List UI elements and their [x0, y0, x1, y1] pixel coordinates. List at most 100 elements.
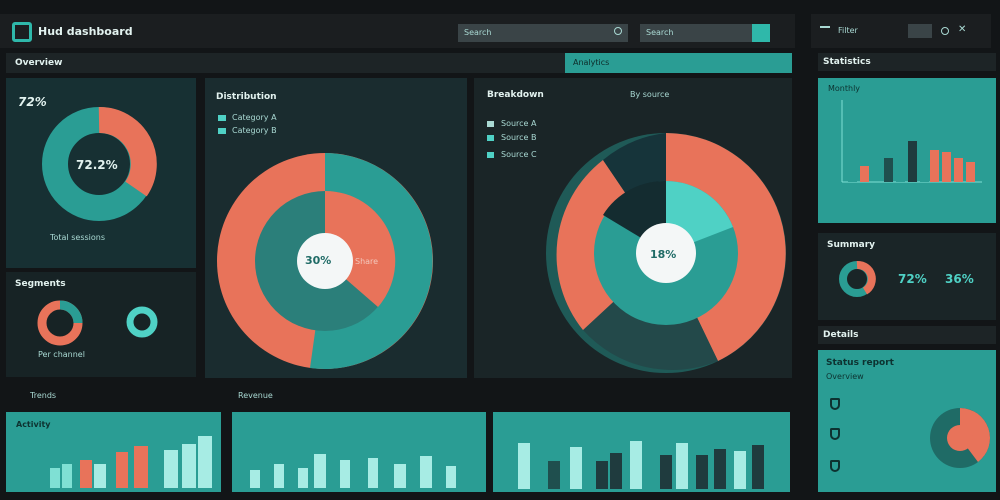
shield-icon — [830, 460, 840, 472]
shield-icon — [830, 428, 840, 440]
bottom-chart-three — [518, 441, 764, 489]
details-header-text: Status report — [826, 358, 894, 368]
distribution-title: Distribution — [216, 92, 277, 102]
small-donut-two — [126, 306, 158, 338]
breakdown-center: 18% — [650, 248, 677, 261]
bar — [62, 464, 72, 488]
bar — [752, 445, 764, 489]
search-input-one[interactable]: Search — [458, 24, 628, 42]
tab-analytics[interactable]: Analytics — [565, 53, 792, 73]
bar — [420, 456, 432, 488]
bar — [660, 455, 672, 489]
bar — [340, 460, 350, 488]
bar — [134, 446, 148, 488]
small-donut-one — [37, 300, 83, 346]
bar — [164, 450, 178, 488]
legend-item: Source B — [501, 133, 537, 142]
breakdown-subtitle: By source — [630, 90, 670, 99]
legend-item: Category A — [232, 113, 277, 122]
bar — [116, 452, 128, 488]
search-icon[interactable] — [614, 27, 622, 35]
bar — [920, 148, 929, 182]
bar — [848, 168, 857, 182]
small-donuts-caption: Per channel — [38, 350, 85, 359]
bar — [50, 468, 60, 488]
shield-icon — [830, 398, 840, 410]
details-sub: Overview — [826, 372, 864, 381]
bar — [696, 455, 708, 489]
bar — [394, 464, 406, 488]
stats-panel — [818, 78, 996, 223]
stats-title: Statistics — [823, 57, 871, 67]
bar — [676, 443, 688, 489]
bottom-label: Trends — [30, 391, 57, 400]
logo-icon — [12, 22, 32, 42]
overview-center: 72.2% — [76, 158, 118, 172]
legend-swatch — [487, 121, 494, 127]
bottom-card-two-label: Revenue — [238, 391, 273, 400]
legend-swatch — [487, 135, 494, 141]
settings-icon[interactable] — [752, 24, 770, 42]
summary-panel — [818, 233, 996, 320]
distribution-pie — [217, 153, 433, 369]
bar — [80, 460, 92, 488]
breakdown-title: Breakdown — [487, 90, 544, 100]
bar — [198, 436, 212, 488]
bar — [630, 441, 642, 489]
bottom-card-one-title: Activity — [16, 420, 51, 429]
stats-header — [818, 53, 996, 71]
settings-icon[interactable] — [941, 27, 949, 35]
bar — [368, 458, 378, 488]
filter-input[interactable] — [908, 24, 932, 38]
legend-swatch — [487, 152, 494, 158]
details-header — [818, 326, 996, 344]
legend-item: Source C — [501, 150, 537, 159]
bar — [94, 464, 106, 488]
distribution-center: 30% — [305, 254, 332, 267]
bar — [518, 443, 530, 489]
app-title: Hud dashboard — [38, 25, 133, 38]
bottom-chart-one — [50, 436, 212, 488]
section-title: Overview — [15, 58, 63, 68]
bar — [954, 158, 963, 182]
bar — [570, 447, 582, 489]
bar — [596, 461, 608, 489]
bar — [908, 141, 917, 182]
bottom-chart-two — [250, 454, 456, 488]
close-icon[interactable]: ✕ — [958, 24, 967, 35]
bar — [734, 451, 746, 489]
bar — [966, 162, 975, 182]
summary-donut — [839, 261, 876, 297]
bar — [942, 152, 951, 182]
bar — [250, 470, 260, 488]
bar — [548, 461, 560, 489]
bar — [182, 444, 196, 488]
bar — [896, 164, 905, 182]
summary-value-one: 72% — [898, 272, 927, 286]
legend-item: Source A — [501, 119, 537, 128]
bar — [274, 464, 284, 488]
summary-value-two: 36% — [945, 272, 974, 286]
back-icon[interactable] — [820, 26, 830, 32]
overview-caption: Total sessions — [50, 233, 106, 242]
header-filter[interactable]: Filter — [838, 26, 858, 35]
breakdown-pie — [546, 133, 786, 373]
legend-item: Category B — [232, 126, 277, 135]
stats-subtitle: Monthly — [828, 84, 861, 93]
summary-title: Summary — [827, 240, 876, 250]
bar — [446, 466, 456, 488]
bar — [860, 166, 869, 182]
bar — [610, 453, 622, 489]
search-input-two[interactable]: Search — [640, 24, 770, 42]
small-donuts-title: Segments — [15, 279, 66, 289]
legend-swatch — [218, 115, 226, 121]
bar — [884, 158, 893, 182]
overview-donut — [42, 107, 157, 221]
details-title: Details — [823, 330, 859, 340]
bar — [314, 454, 326, 488]
right-top-bar — [811, 14, 991, 48]
bar — [930, 150, 939, 182]
distribution-side: Share — [355, 257, 379, 266]
details-donut — [930, 408, 990, 468]
bar — [298, 468, 308, 488]
